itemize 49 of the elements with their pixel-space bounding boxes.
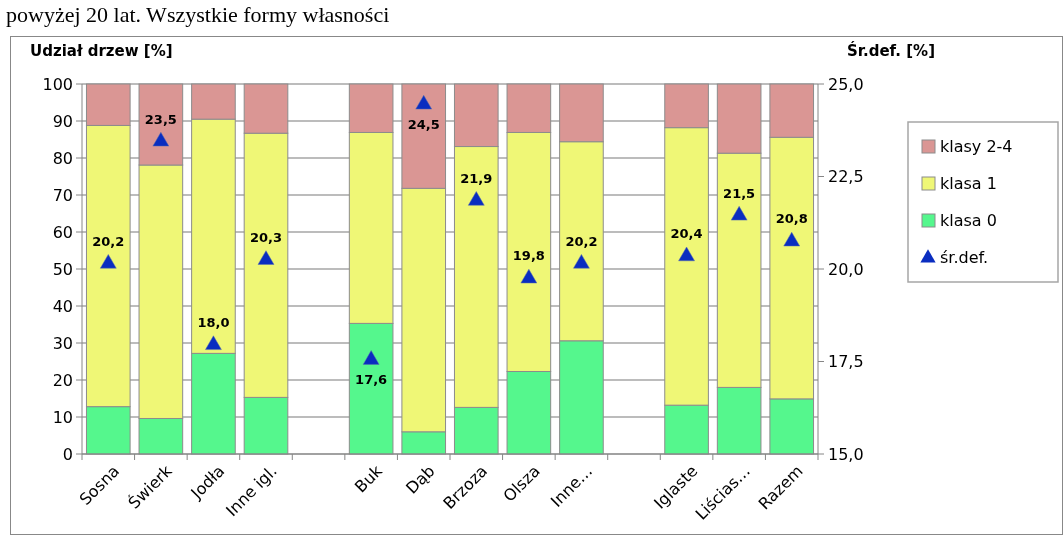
y-tick-label: 20 [52,370,73,390]
point [415,95,432,110]
point [468,191,485,206]
data-label: 20,8 [775,211,808,227]
y-tick-label: 100 [42,74,73,94]
point [573,254,590,269]
point [257,250,275,265]
point [783,231,800,247]
data-label: 24,5 [407,116,440,132]
point [678,246,695,262]
x-tick-label: Dąb [402,461,439,498]
chart-title: powyżej 20 lat. Wszystkie formy własności [6,2,390,27]
legend-label: klasy 2-4 [940,136,1013,156]
legend-label: klasa 1 [940,173,997,193]
y2-tick-label: 15,0 [828,444,864,464]
point [520,268,538,284]
y-axis-title: Udział drzew [%] [30,42,173,60]
point [100,254,117,269]
x-tick-label: Buk [351,460,387,497]
data-label: 20,4 [670,226,703,242]
data-label: 20,3 [249,229,283,245]
y2-tick-label: 20,0 [828,259,864,279]
data-label: 20,2 [565,233,598,249]
y-tick-label: 50 [52,259,73,279]
data-label: 17,6 [355,371,388,387]
y-tick-label: 30 [52,333,73,353]
y-tick-label: 40 [52,296,73,316]
y2-tick-label: 17,5 [828,352,864,372]
y-tick-label: 60 [52,222,73,242]
y-tick-label: 70 [52,185,73,205]
point [362,350,380,365]
y-tick-label: 0 [62,444,73,464]
data-label: 23,5 [144,111,177,127]
data-label: 19,8 [512,248,545,264]
point [730,206,748,221]
data-label: 21,9 [460,170,493,186]
data-label: 20,2 [92,233,125,249]
data-label: 18,0 [197,315,230,330]
y-tick-label: 90 [52,111,73,131]
point [152,132,170,147]
legend-label: klasa 0 [940,210,997,230]
y2-tick-label: 22,5 [828,167,864,187]
y2-tick-label: 25,0 [828,74,864,94]
y2-axis-title: Śr.def. [%] [846,41,935,60]
data-label: 21,5 [723,185,756,201]
y-tick-label: 80 [52,148,73,168]
point [205,335,222,350]
legend-label: śr.def. [940,247,989,267]
y-tick-label: 10 [52,407,73,427]
